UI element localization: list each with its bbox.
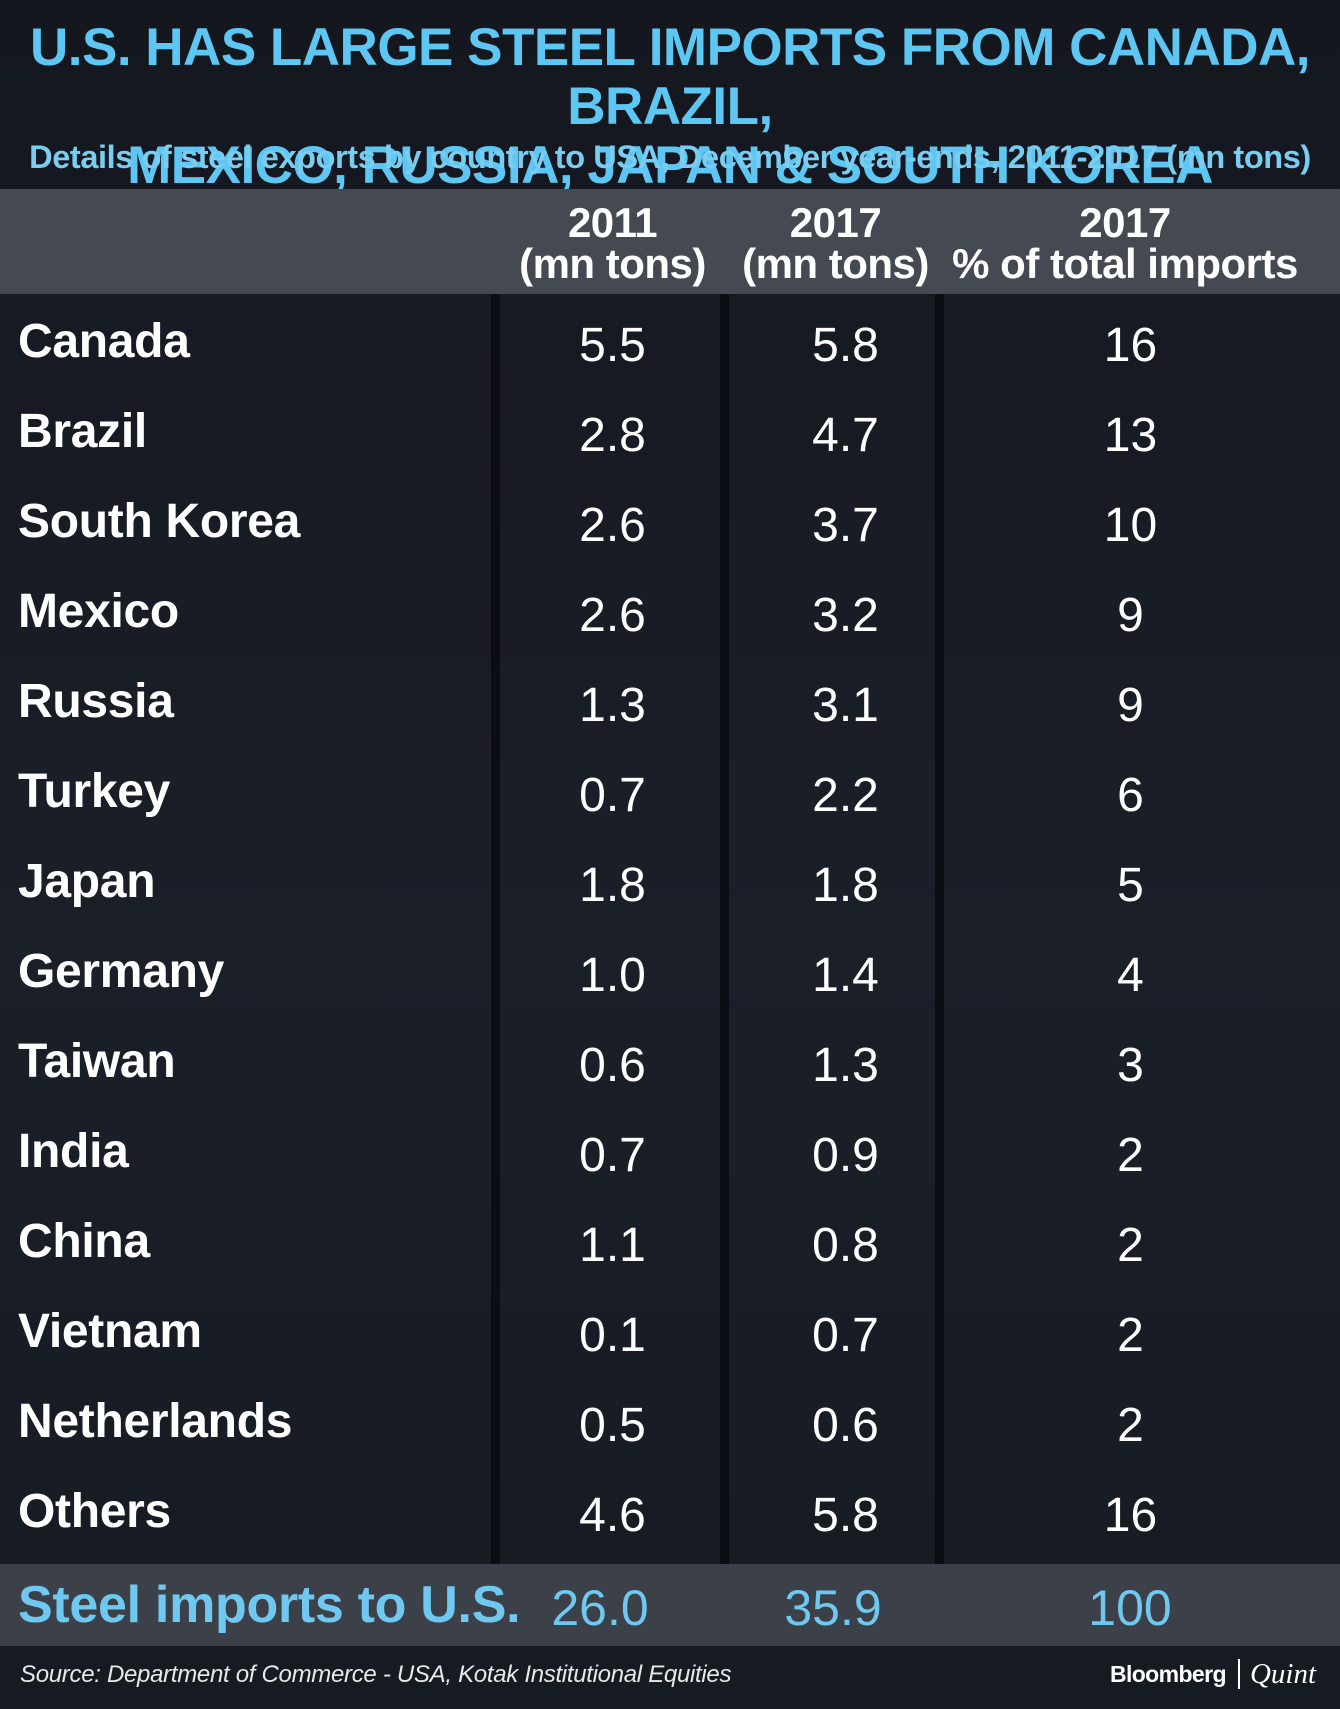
- row-country-label: India: [18, 1125, 129, 1178]
- cell-2011: 0.5: [579, 1399, 646, 1452]
- column-divider: [491, 294, 500, 1646]
- row-country-label: Japan: [18, 855, 156, 908]
- column-header-2011: 2011 (mn tons): [495, 199, 730, 287]
- column-header-line-1: 2011: [567, 199, 658, 246]
- column-divider: [935, 294, 944, 1646]
- cell-pct: 6: [1117, 769, 1144, 822]
- column-header-line-1: 2017: [1079, 199, 1171, 246]
- cell-2017: 5.8: [812, 319, 879, 372]
- logo-secondary-text: Quint: [1249, 1657, 1316, 1690]
- column-header-2017: 2017 (mn tons): [718, 199, 953, 287]
- total-pct-cell: 100: [1088, 1580, 1172, 1636]
- cell-pct: 10: [1103, 499, 1158, 552]
- row-country-label: Turkey: [18, 765, 171, 818]
- row-country-label: Mexico: [18, 585, 179, 638]
- cell-2017: 3.1: [812, 679, 879, 732]
- cell-2017: 0.7: [812, 1309, 879, 1362]
- row-country-label: Vietnam: [18, 1305, 202, 1358]
- cell-pct: 9: [1117, 679, 1144, 732]
- cell-pct: 2: [1117, 1129, 1144, 1182]
- cell-pct: 9: [1117, 589, 1144, 642]
- cell-2011: 1.3: [579, 679, 646, 732]
- row-country-label: China: [18, 1215, 150, 1268]
- total-2011-cell: 26.0: [551, 1580, 649, 1636]
- cell-2011: 1.8: [579, 859, 646, 912]
- column-header-line-2: (mn tons): [519, 240, 706, 287]
- chart-title: U.S. HAS LARGE STEEL IMPORTS FROM CANADA…: [0, 18, 1340, 195]
- cell-pct: 2: [1117, 1399, 1144, 1452]
- cell-2011: 0.7: [579, 1129, 646, 1182]
- cell-pct: 2: [1117, 1309, 1144, 1362]
- cell-2017: 1.8: [812, 859, 879, 912]
- column-divider: [720, 294, 729, 1646]
- cell-pct: 2: [1117, 1219, 1144, 1272]
- cell-2011: 0.7: [579, 769, 646, 822]
- cell-pct: 16: [1103, 1489, 1158, 1542]
- cell-2011: 0.6: [579, 1039, 646, 1092]
- cell-2017: 0.6: [812, 1399, 879, 1452]
- cell-2011: 5.5: [579, 319, 646, 372]
- row-country-label: Brazil: [18, 405, 147, 458]
- column-header-2017-pct: 2017 % of total imports: [940, 199, 1310, 287]
- row-country-label: Canada: [18, 315, 190, 368]
- cell-2011: 2.6: [579, 499, 646, 552]
- row-country-label: Netherlands: [18, 1395, 293, 1448]
- row-country-label: South Korea: [18, 495, 301, 548]
- column-header-line-1: 2017: [789, 199, 882, 246]
- logo-divider: [1237, 1659, 1240, 1689]
- row-country-label: Germany: [18, 945, 225, 998]
- row-country-label: Others: [18, 1485, 171, 1538]
- row-country-label: Taiwan: [18, 1035, 176, 1088]
- cell-pct: 13: [1103, 409, 1158, 462]
- total-row-band: [0, 1564, 1340, 1646]
- title-line-2: MEXICO, RUSSIA, JAPAN & SOUTH KOREA: [127, 136, 1213, 195]
- total-2017-cell: 35.9: [784, 1580, 882, 1636]
- cell-2011: 4.6: [579, 1489, 646, 1542]
- cell-2011: 1.1: [579, 1219, 646, 1272]
- cell-2011: 0.1: [579, 1309, 646, 1362]
- cell-2017: 5.8: [812, 1489, 879, 1542]
- cell-2017: 3.7: [812, 499, 879, 552]
- logo-primary-text: Bloomberg: [1109, 1660, 1227, 1687]
- cell-2017: 4.7: [812, 409, 879, 462]
- cell-2011: 2.8: [579, 409, 646, 462]
- source-note: Source: Department of Commerce - USA, Ko…: [20, 1661, 732, 1688]
- cell-2017: 2.2: [812, 769, 879, 822]
- cell-pct: 16: [1103, 319, 1158, 372]
- cell-2017: 3.2: [812, 589, 879, 642]
- cell-2017: 0.9: [812, 1129, 879, 1182]
- cell-2017: 0.8: [812, 1219, 879, 1272]
- title-line-1: U.S. HAS LARGE STEEL IMPORTS FROM CANADA…: [29, 18, 1311, 136]
- cell-pct: 5: [1117, 859, 1144, 912]
- column-header-line-2: % of total imports: [952, 240, 1298, 287]
- cell-2017: 1.3: [812, 1039, 879, 1092]
- cell-pct: 3: [1117, 1039, 1144, 1092]
- cell-2011: 1.0: [579, 949, 646, 1002]
- chart-subtitle: Details of steel exports by country to U…: [29, 139, 1311, 175]
- bloombergquint-logo: Bloomberg Quint: [1110, 1655, 1316, 1693]
- total-row-label: Steel imports to U.S.: [18, 1576, 521, 1634]
- table-header-band: [0, 189, 1340, 294]
- column-header-line-2: (mn tons): [742, 240, 929, 287]
- cell-pct: 4: [1117, 949, 1144, 1002]
- row-country-label: Russia: [18, 675, 174, 728]
- cell-2011: 2.6: [579, 589, 646, 642]
- cell-2017: 1.4: [812, 949, 879, 1002]
